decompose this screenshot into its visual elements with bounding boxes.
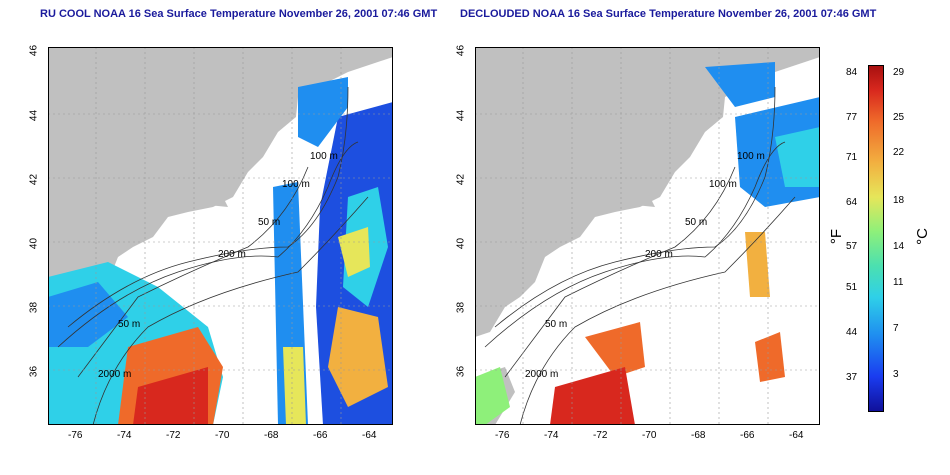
celsius-tick: 14 [893,241,905,252]
fahrenheit-tick: 44 [846,327,858,338]
contour-label: 50 m [685,217,707,228]
left-map-title: RU COOL NOAA 16 Sea Surface Temperature … [40,8,438,20]
sst-patch-east-yellow [338,227,370,277]
land-mass [48,47,393,337]
x-tick: -70 [642,430,657,441]
fahrenheit-tick: 71 [846,152,858,163]
fahrenheit-tick: 84 [846,67,858,78]
x-tick: -64 [362,430,377,441]
contour-label: 50 m [258,217,280,228]
celsius-tick: 11 [893,277,904,288]
contour-label: 200 m [645,249,673,260]
contour-label: 100 m [282,179,310,190]
contour-2000m [519,196,796,425]
contour-label: 200 m [218,249,246,260]
contour-100m [484,141,786,348]
sst-patch-north [298,77,348,147]
sst-patch-south-orange [585,322,645,377]
contour-50m [504,166,736,378]
sst-patch-west-green [475,367,510,425]
y-tick: 44 [28,109,40,122]
fahrenheit-tick: 51 [846,282,858,293]
y-tick: 40 [28,237,40,250]
contour-label: 100 m [709,179,737,190]
sst-patch-mid-yellow [745,232,770,297]
y-tick: 46 [455,44,467,57]
celsius-tick: 22 [893,147,905,158]
sst-patch-sw-red [133,367,208,425]
celsius-tick: 3 [893,369,899,380]
land-cape [198,187,228,207]
fahrenheit-tick: 57 [846,241,858,252]
right-map-title: DECLOUDED NOAA 16 Sea Surface Temperatur… [460,8,877,20]
y-tick: 36 [28,365,40,378]
celsius-unit-label: °C [913,228,931,245]
x-tick: -64 [789,430,804,441]
x-tick: -74 [544,430,559,441]
contour-2000m [92,196,369,425]
y-tick: 46 [28,44,40,57]
right-sst-map: 100 m 100 m 50 m 200 m 50 m 2000 m [475,47,820,425]
x-tick: -74 [117,430,132,441]
grid-lines [48,47,393,425]
x-tick: -66 [740,430,755,441]
x-tick: -76 [68,430,83,441]
land-mass [475,47,820,337]
x-tick: -68 [691,430,706,441]
y-tick: 38 [28,301,40,314]
celsius-tick: 18 [893,195,905,206]
contour-label: 100 m [310,151,338,162]
contour-label: 100 m [737,151,765,162]
x-tick: -70 [215,430,230,441]
celsius-tick: 7 [893,323,899,334]
x-tick: -76 [495,430,510,441]
contour-100m [57,141,359,348]
celsius-tick: 29 [893,67,905,78]
fahrenheit-tick: 64 [846,197,858,208]
x-tick: -72 [166,430,181,441]
y-tick: 38 [455,301,467,314]
sst-patch-sw-blue [48,282,128,347]
sst-patch-northeast-cyan [775,127,820,187]
grid-lines [475,47,820,425]
contour-label: 50 m [545,319,567,330]
y-tick: 44 [455,109,467,122]
x-tick: -68 [264,430,279,441]
left-sst-map: 100 m 100 m 50 m 200 m 50 m 2000 m [48,47,393,425]
land-cape [625,187,655,207]
y-tick: 36 [455,365,467,378]
sst-patch-south-red [550,367,635,425]
sst-patch-east-orange [328,307,388,407]
fahrenheit-tick: 37 [846,372,858,383]
celsius-tick: 25 [893,112,905,123]
right-map-canvas: 100 m 100 m 50 m 200 m 50 m 2000 m [475,47,820,425]
temperature-colorbar [868,65,884,412]
fahrenheit-unit-label: °F [828,228,846,245]
sst-patch-north [705,62,775,107]
contour-label: 2000 m [98,369,131,380]
y-tick: 42 [28,173,40,186]
y-tick: 42 [455,173,467,186]
fahrenheit-tick: 77 [846,112,858,123]
left-map-canvas: 100 m 100 m 50 m 200 m 50 m 2000 m [48,47,393,425]
sst-strip-mid-warm [283,347,306,425]
sst-patch-mid-orange [755,332,785,382]
contour-label: 2000 m [525,369,558,380]
contour-50m [77,166,309,378]
y-tick: 40 [455,237,467,250]
x-tick: -72 [593,430,608,441]
x-tick: -66 [313,430,328,441]
contour-label: 50 m [118,319,140,330]
